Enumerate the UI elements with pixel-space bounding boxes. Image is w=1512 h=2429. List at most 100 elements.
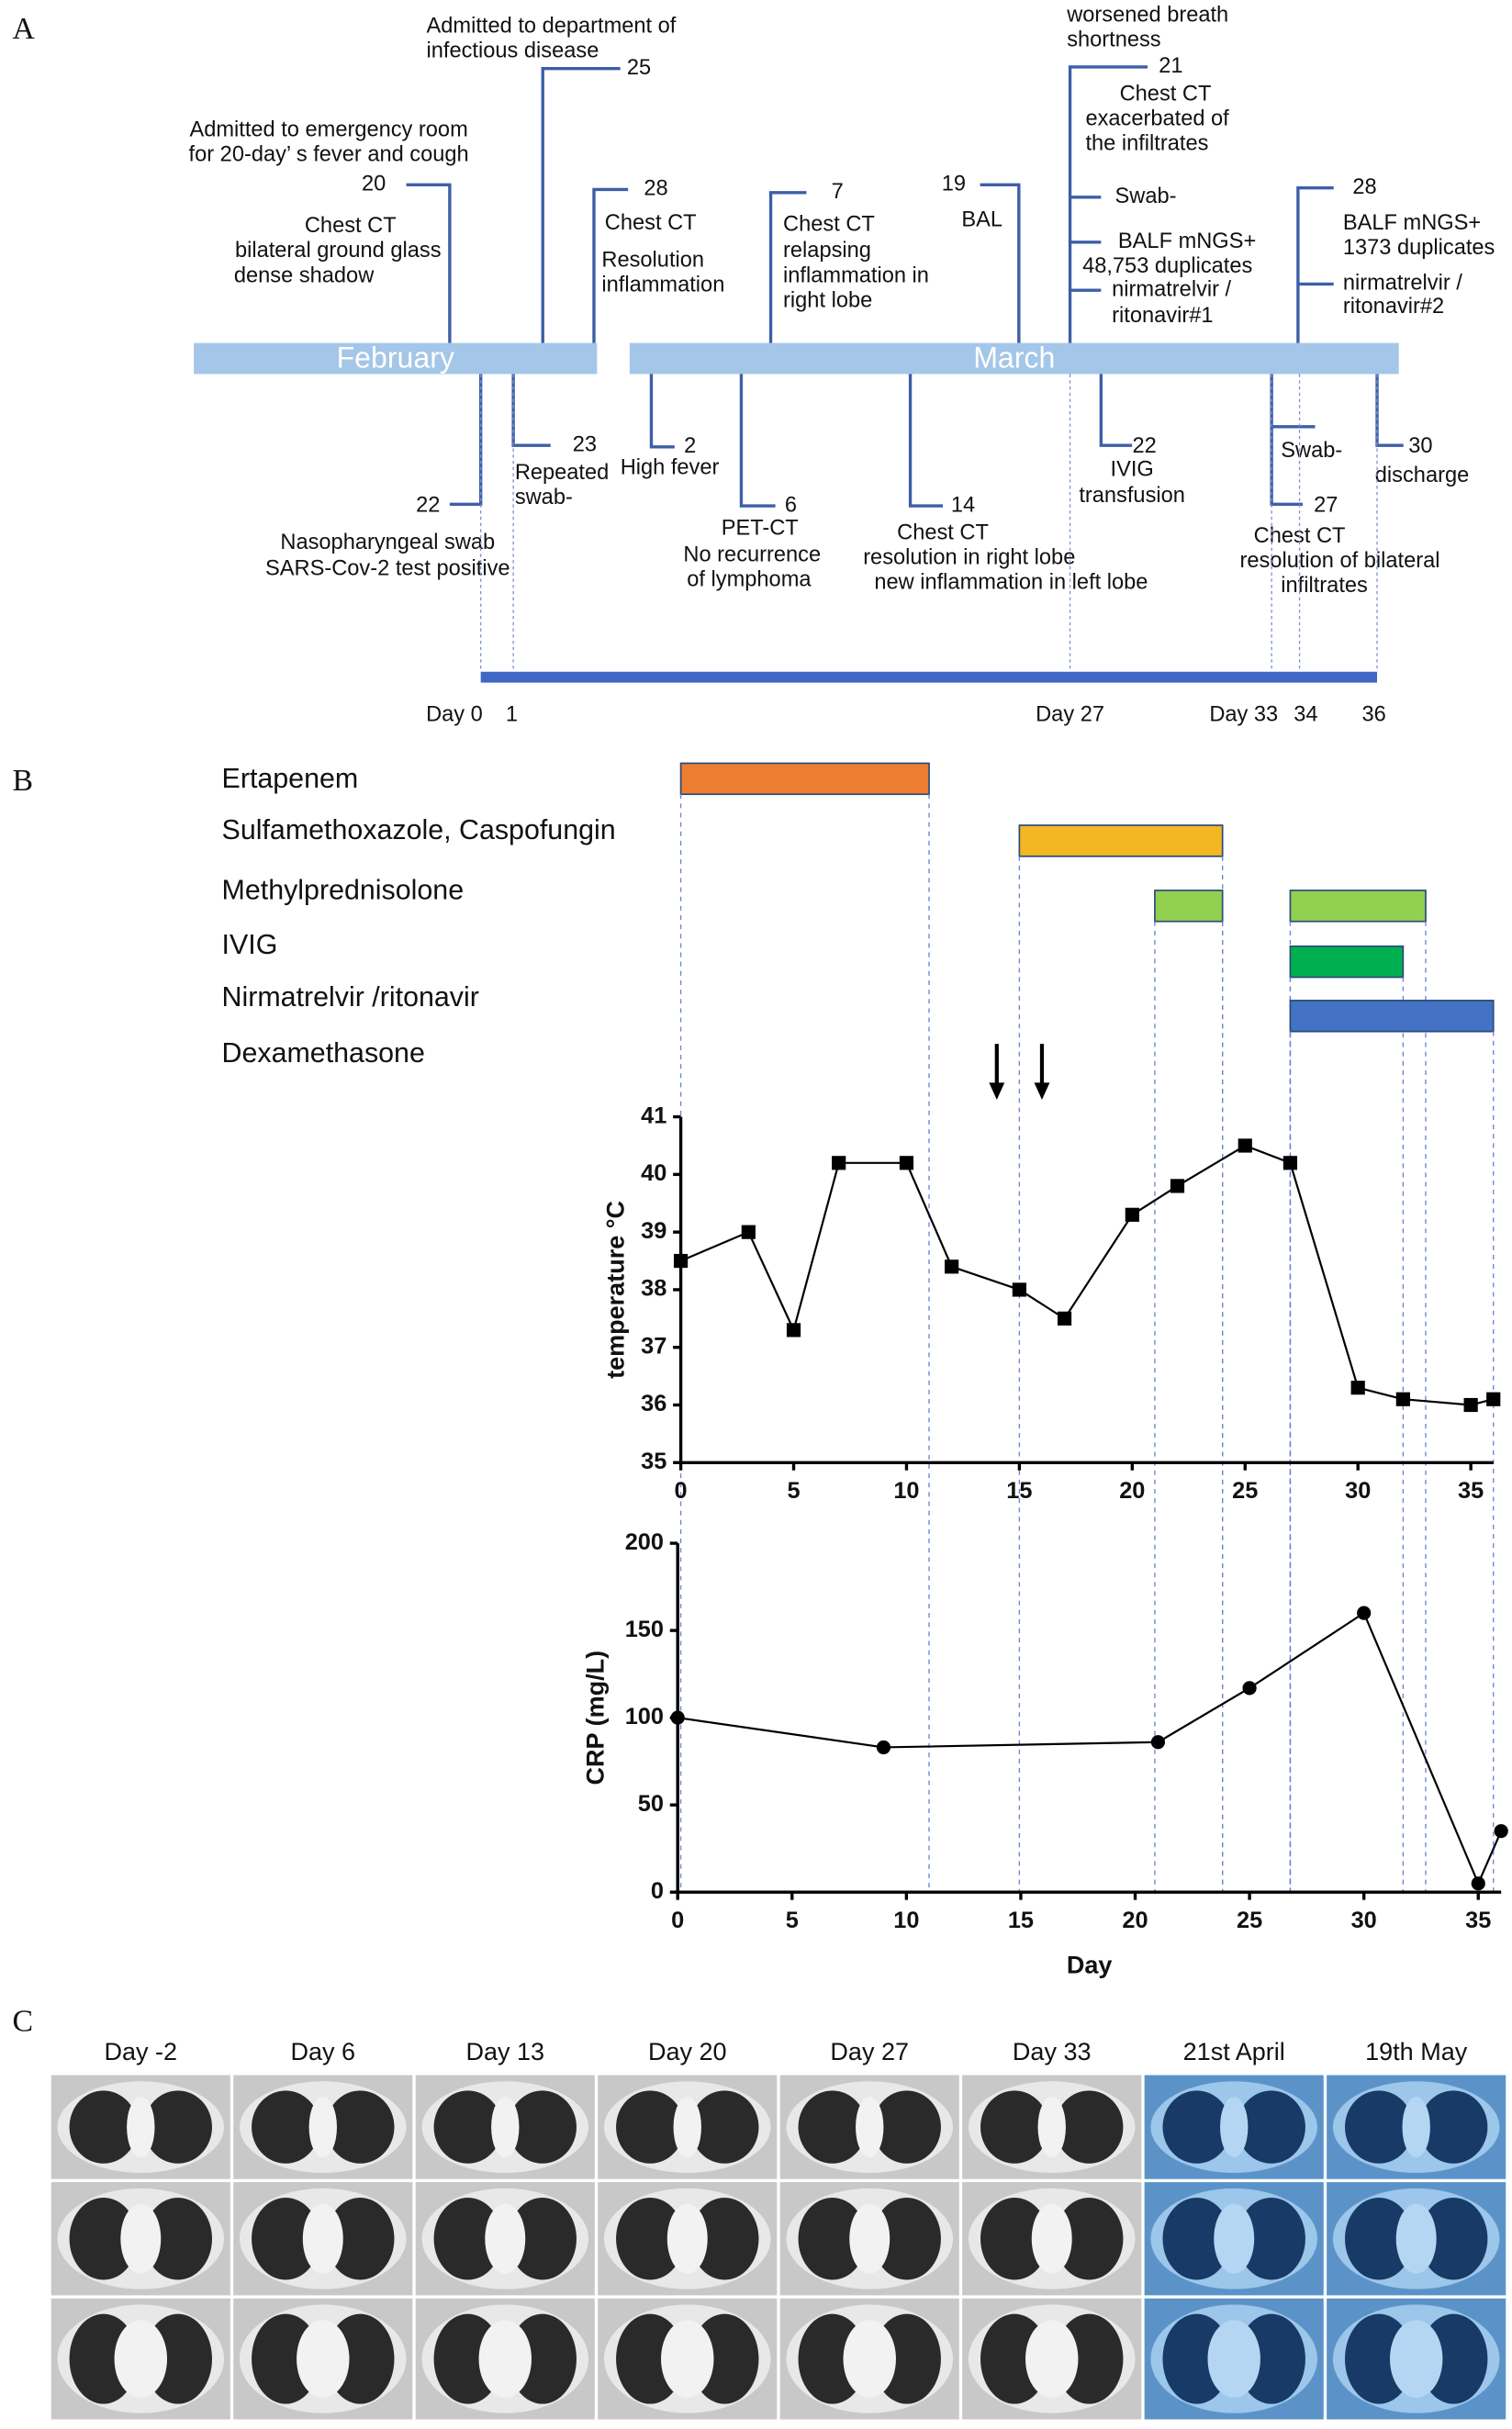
- y-tick-label: 36: [641, 1391, 666, 1416]
- event-day: 22: [1133, 434, 1157, 458]
- event-text: Repeated: [515, 461, 609, 485]
- event-day: 6: [785, 493, 797, 517]
- panel-label: C: [13, 2005, 34, 2039]
- y-tick-label: 38: [641, 1276, 666, 1302]
- ct-lung: [872, 2090, 941, 2164]
- x-tick-label: 10: [893, 1478, 919, 1504]
- data-point: [786, 1323, 801, 1338]
- x-tick-label: 5: [787, 1478, 800, 1504]
- ct-lung: [252, 2090, 320, 2164]
- x-tick-label: 30: [1345, 1478, 1371, 1504]
- timeline-connector: [449, 374, 483, 507]
- timeline-connector: [908, 374, 944, 508]
- ct-lung: [1344, 2090, 1414, 2164]
- drug-bar: [1289, 945, 1405, 979]
- x-tick-label: 0: [671, 1908, 684, 1933]
- day-bar: [480, 671, 1378, 683]
- timeline-connector: [1375, 374, 1404, 447]
- ct-lung: [616, 2090, 685, 2164]
- y-tick-label: 39: [641, 1218, 666, 1244]
- image-label: 21st April: [1183, 2038, 1285, 2065]
- x-tick-label: 20: [1122, 1908, 1148, 1933]
- panel-label: B: [13, 764, 34, 798]
- event-text: 48,753 duplicates: [1082, 254, 1252, 278]
- ct-mediastinum: [491, 2097, 520, 2158]
- ct-lung: [1344, 2197, 1414, 2280]
- ct-mediastinum: [478, 2320, 532, 2398]
- event-text: ritonavir#2: [1343, 295, 1444, 319]
- ct-lung: [1162, 2197, 1231, 2280]
- event-text: swab-: [515, 486, 573, 509]
- event-text: infectious disease: [427, 39, 599, 62]
- ct-mediastinum: [127, 2097, 155, 2158]
- data-point: [876, 1740, 891, 1755]
- timeline-connector: [1068, 65, 1148, 343]
- ct-mediastinum: [1025, 2320, 1079, 2398]
- ct-lung: [1055, 2090, 1124, 2164]
- timeline-connector: [768, 191, 807, 343]
- ct-lung: [872, 2197, 941, 2280]
- event-text: nirmatrelvir /: [1343, 272, 1462, 296]
- event-text: exacerbated of: [1085, 107, 1229, 131]
- data-point: [832, 1156, 846, 1170]
- day-label: 1: [506, 702, 518, 726]
- ct-lung: [508, 2197, 577, 2280]
- timeline-connector: [1296, 186, 1334, 343]
- ct-mediastinum: [1037, 2097, 1066, 2158]
- event-day: 27: [1314, 493, 1338, 517]
- data-point: [1170, 1179, 1185, 1193]
- drug-name: Dexamethasone: [222, 1037, 425, 1069]
- ct-lung: [616, 2197, 685, 2280]
- event-day: 28: [644, 177, 667, 201]
- event-text: BALF mNGS+: [1343, 211, 1481, 235]
- day-label: Day 33: [1209, 702, 1278, 726]
- event-text: Resolution: [601, 248, 704, 272]
- event-day: 23: [573, 432, 597, 456]
- ct-lung: [798, 2197, 867, 2280]
- data-point: [1463, 1397, 1478, 1413]
- data-point: [1357, 1606, 1372, 1620]
- event-text: Admitted to department of: [427, 14, 677, 38]
- ct-mediastinum: [843, 2320, 896, 2398]
- data-line: [680, 1144, 1495, 1406]
- x-tick-label: 20: [1119, 1478, 1145, 1504]
- data-line: [678, 1611, 1503, 1886]
- ct-mediastinum: [1207, 2320, 1260, 2398]
- event-text: the infiltrates: [1085, 132, 1208, 156]
- event-day: 7: [832, 180, 844, 204]
- panel-label: A: [13, 12, 36, 46]
- data-point: [1242, 1681, 1257, 1696]
- data-point: [673, 1253, 689, 1269]
- month-label: March: [973, 341, 1055, 375]
- event-day: 28: [1352, 175, 1376, 199]
- data-point: [1282, 1156, 1298, 1170]
- event-day: 19: [942, 173, 966, 196]
- event-day: 2: [684, 434, 696, 458]
- image-label: Day 13: [465, 2038, 544, 2065]
- drug-bar: [679, 762, 930, 796]
- y-tick-label: 0: [651, 1878, 664, 1904]
- event-text: Swab-: [1115, 185, 1177, 208]
- x-axis-label: Day: [1067, 1951, 1113, 1978]
- event-text: Nasopharyngeal swab: [280, 531, 495, 554]
- ct-lung: [1055, 2197, 1124, 2280]
- event-text: ritonavir#1: [1112, 304, 1213, 328]
- x-tick-label: 30: [1351, 1908, 1377, 1933]
- drug-name: Nirmatrelvir /ritonavir: [222, 981, 479, 1013]
- y-axis-label: CRP (mg/L): [581, 1651, 609, 1785]
- y-tick-label: 40: [641, 1160, 666, 1186]
- event-day: 22: [416, 493, 440, 517]
- event-text: new inflammation in left lobe: [874, 571, 1148, 595]
- data-point: [741, 1225, 756, 1239]
- x-tick-label: 10: [893, 1908, 919, 1933]
- y-tick-label: 50: [638, 1791, 664, 1817]
- day-label: 34: [1294, 702, 1317, 726]
- drug-bar: [1289, 1000, 1495, 1033]
- ct-mediastinum: [1402, 2097, 1430, 2158]
- event-day: 14: [951, 493, 975, 517]
- ct-mediastinum: [666, 2203, 708, 2274]
- event-text: of lymphoma: [687, 567, 812, 591]
- data-point: [945, 1259, 959, 1274]
- image-label: Day 33: [1013, 2038, 1092, 2065]
- y-tick-label: 100: [625, 1704, 664, 1729]
